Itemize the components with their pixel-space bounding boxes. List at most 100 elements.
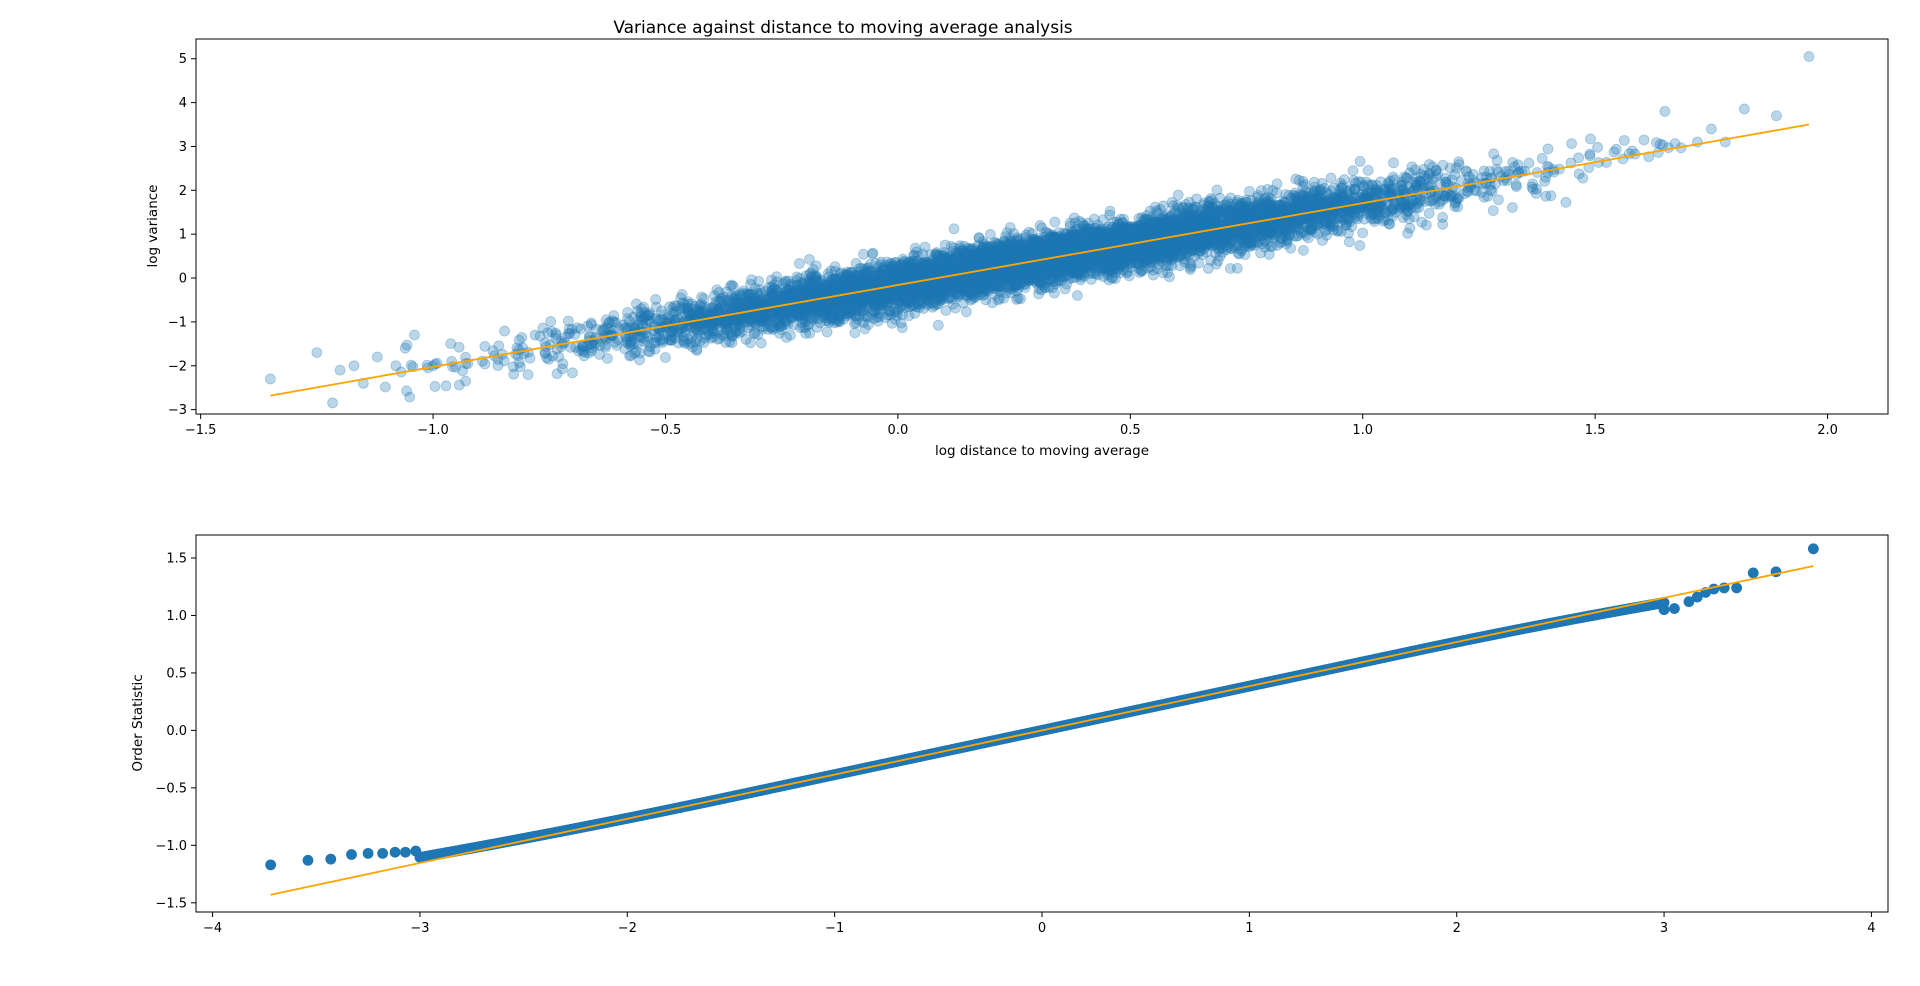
data-point — [1298, 198, 1310, 210]
data-point — [1209, 232, 1221, 244]
data-point — [1059, 283, 1071, 295]
data-point — [1212, 206, 1224, 218]
data-point — [1325, 217, 1337, 229]
data-point — [1181, 238, 1193, 250]
data-point — [973, 275, 985, 287]
data-point — [1033, 245, 1044, 257]
data-point — [824, 284, 836, 296]
data-point — [522, 369, 534, 380]
data-point — [1250, 204, 1261, 216]
data-point — [1290, 216, 1302, 228]
data-point — [945, 284, 956, 296]
data-point — [1004, 253, 1016, 264]
data-point — [1090, 251, 1102, 263]
data-point — [969, 253, 980, 265]
data-point — [1027, 259, 1039, 271]
data-point — [557, 363, 568, 375]
data-point — [1084, 256, 1096, 268]
data-point — [1073, 267, 1084, 279]
data-point — [1020, 273, 1032, 284]
data-point — [1073, 243, 1085, 255]
data-point — [765, 322, 777, 334]
data-point — [899, 293, 910, 305]
data-point — [1179, 240, 1190, 252]
data-point — [327, 397, 338, 409]
data-point — [1038, 246, 1050, 258]
data-point — [453, 341, 465, 353]
data-point — [904, 301, 915, 313]
data-point — [959, 274, 971, 286]
data-point — [1266, 204, 1278, 215]
data-point — [1577, 172, 1589, 184]
data-point — [1006, 238, 1017, 250]
data-point — [1240, 224, 1251, 236]
data-point — [1098, 249, 1110, 261]
data-point — [909, 289, 921, 300]
data-point — [1487, 205, 1499, 217]
data-point — [922, 288, 934, 300]
data-point — [1048, 266, 1060, 277]
data-point — [1169, 221, 1181, 233]
data-point — [1055, 241, 1067, 253]
data-point — [1163, 212, 1175, 224]
data-point — [1000, 271, 1011, 283]
data-point — [1388, 157, 1399, 169]
data-point — [1152, 220, 1164, 232]
data-point — [1349, 183, 1361, 195]
data-point — [726, 337, 738, 349]
data-point — [693, 306, 705, 318]
data-point — [1136, 244, 1148, 256]
data-point — [676, 289, 688, 300]
data-point — [1078, 256, 1089, 268]
data-point — [1182, 246, 1194, 258]
data-point — [1092, 233, 1104, 245]
data-point — [379, 381, 391, 393]
data-point — [929, 286, 940, 298]
data-point — [752, 313, 764, 325]
data-point — [797, 285, 809, 297]
data-point — [545, 316, 557, 327]
data-point — [758, 297, 770, 308]
data-point — [1067, 256, 1078, 268]
data-point — [1015, 247, 1026, 259]
data-point — [1242, 236, 1254, 248]
data-point — [1173, 251, 1185, 263]
data-point — [1288, 193, 1300, 205]
data-point — [1238, 222, 1250, 234]
chart-title: Variance against distance to moving aver… — [613, 18, 1072, 38]
data-point — [1133, 250, 1144, 262]
data-point — [1047, 231, 1059, 243]
data-point — [1007, 242, 1019, 253]
data-point — [1325, 172, 1337, 184]
data-point — [1065, 257, 1077, 269]
data-point — [1092, 228, 1104, 240]
data-point — [1172, 189, 1184, 201]
data-point — [995, 265, 1007, 277]
data-point — [1291, 218, 1303, 230]
data-point — [771, 284, 783, 296]
data-point — [1096, 257, 1108, 269]
data-point — [1131, 246, 1143, 258]
data-point — [988, 251, 1000, 263]
data-point — [672, 326, 684, 338]
data-point — [1015, 254, 1027, 265]
data-point — [1148, 224, 1160, 235]
top-scatter-plot: −1.5 −1.0 −0.5 0.0 0.5 1.0 1.5 2.0 −3−2−1012345… — [145, 38, 1889, 459]
data-point — [1151, 205, 1163, 217]
data-point — [774, 293, 785, 304]
data-point — [1167, 216, 1179, 227]
data-point — [1062, 262, 1073, 274]
data-point — [1206, 194, 1218, 206]
data-point — [1051, 262, 1062, 274]
data-point — [887, 264, 899, 276]
data-point — [996, 271, 1008, 283]
data-point — [878, 265, 889, 277]
data-point — [1026, 269, 1038, 281]
data-point — [1311, 197, 1323, 208]
data-point — [936, 261, 948, 272]
data-point — [539, 348, 551, 359]
data-point — [567, 367, 578, 379]
data-point — [878, 291, 890, 302]
data-point — [440, 380, 452, 392]
